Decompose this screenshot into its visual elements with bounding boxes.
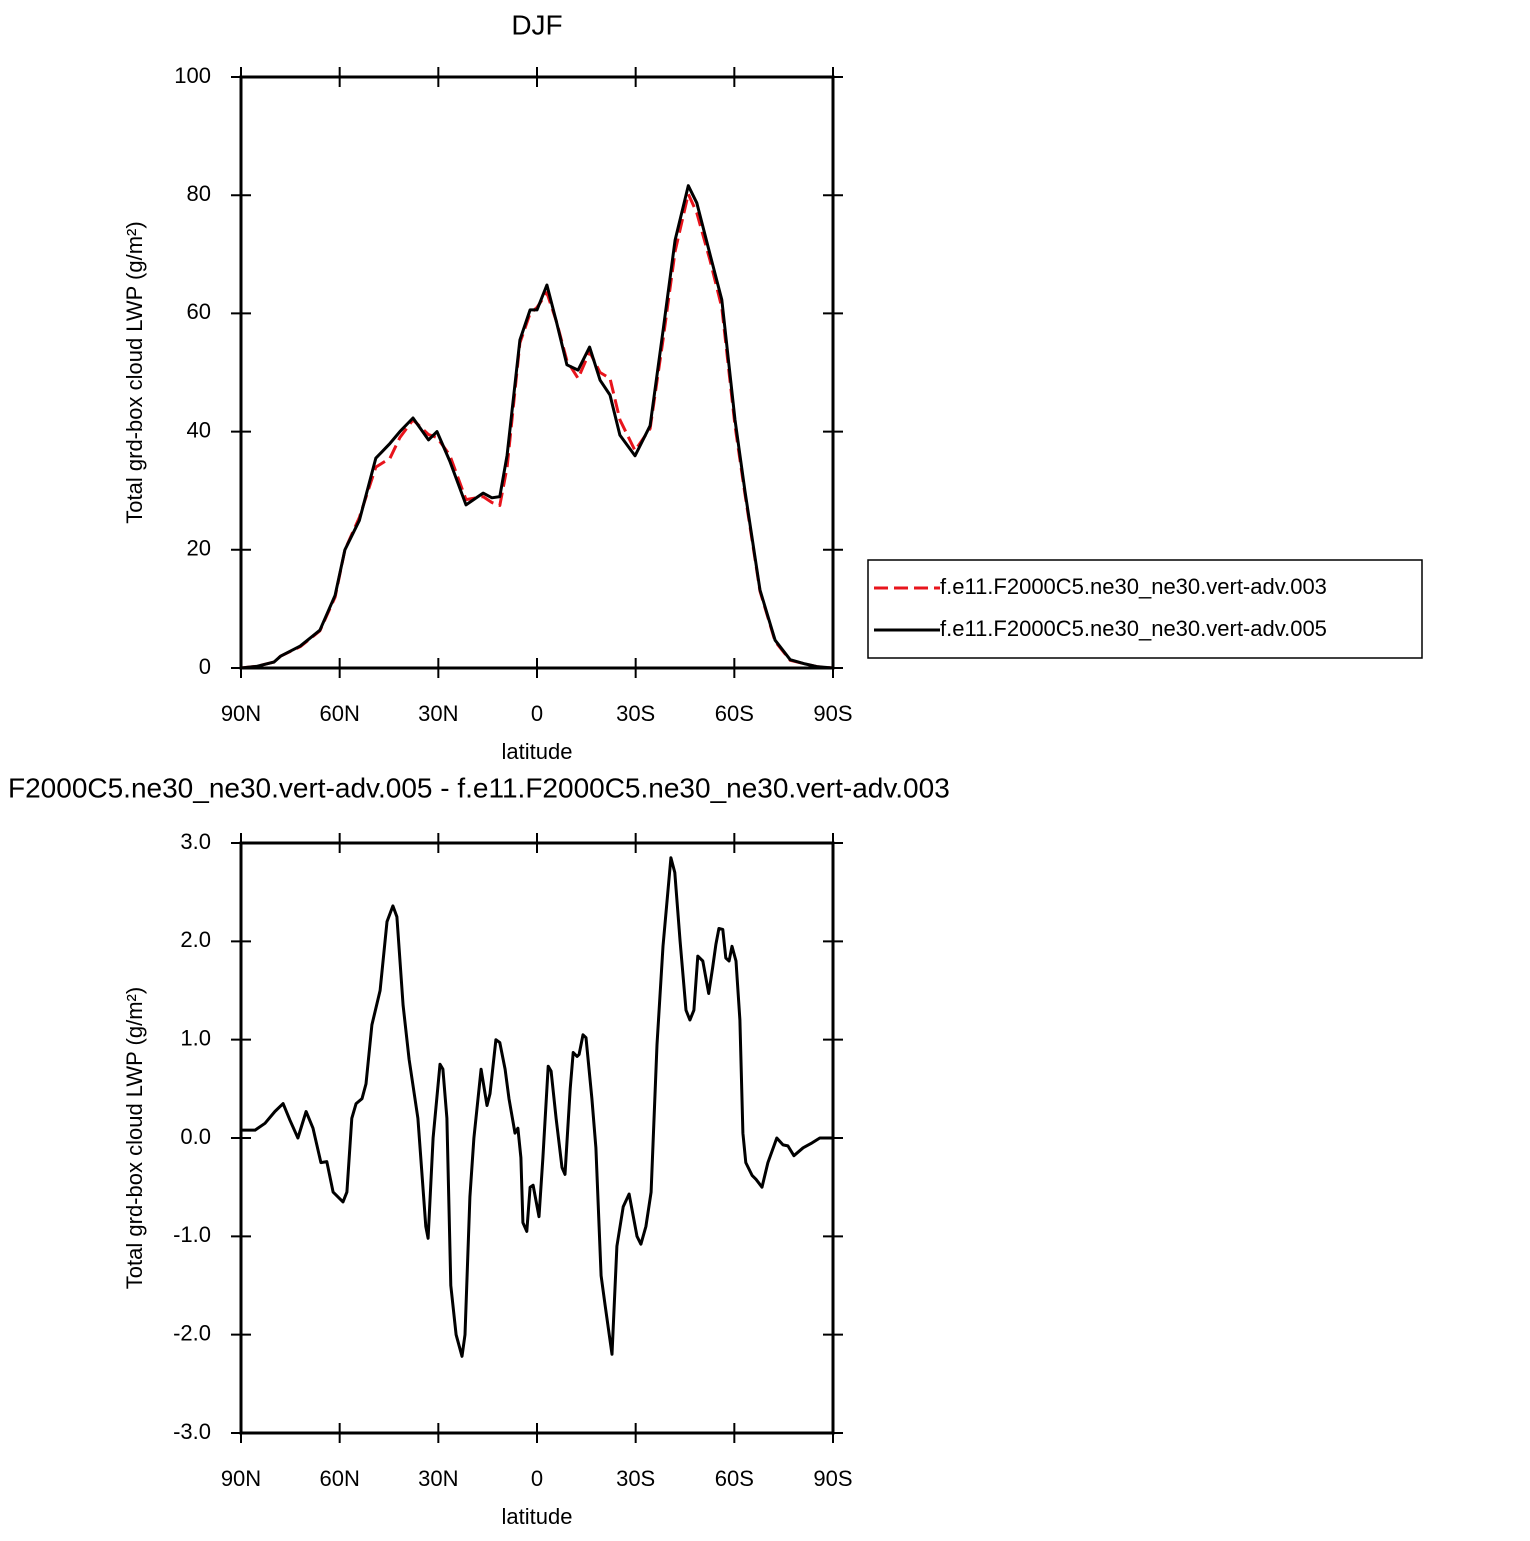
y-tick-label: 3.0 bbox=[180, 829, 211, 854]
x-tick-label: 60N bbox=[319, 1466, 359, 1491]
y-tick-label: 1.0 bbox=[180, 1025, 211, 1050]
y-tick-label: 20 bbox=[187, 536, 211, 561]
legend: f.e11.F2000C5.ne30_ne30.vert-adv.003 f.e1… bbox=[867, 559, 1423, 659]
y-axis-label: Total grd-box cloud LWP (g/m²) bbox=[122, 987, 147, 1289]
y-tick-label: -2.0 bbox=[173, 1320, 211, 1345]
x-tick-label: 90S bbox=[813, 701, 852, 726]
x-tick-label: 60S bbox=[715, 1466, 754, 1491]
x-tick-label: 30N bbox=[418, 1466, 458, 1491]
x-tick-label: 30S bbox=[616, 701, 655, 726]
y-tick-label: 0 bbox=[199, 654, 211, 679]
y-tick-label: 2.0 bbox=[180, 927, 211, 952]
legend-label: f.e11.F2000C5.ne30_ne30.vert-adv.005 bbox=[940, 616, 1327, 641]
data-line bbox=[240, 184, 834, 670]
x-tick-label: 90N bbox=[221, 1466, 261, 1491]
x-tick-label: 90S bbox=[813, 1466, 852, 1491]
y-axis-label: Total grd-box cloud LWP (g/m²) bbox=[122, 221, 147, 523]
y-tick-label: 0.0 bbox=[180, 1124, 211, 1149]
y-tick-label: 100 bbox=[174, 63, 211, 88]
y-tick-label: 40 bbox=[187, 417, 211, 442]
x-axis-label: latitude bbox=[502, 739, 573, 764]
y-tick-label: -1.0 bbox=[173, 1222, 211, 1247]
y-tick-label: 80 bbox=[187, 181, 211, 206]
x-tick-label: 30S bbox=[616, 1466, 655, 1491]
chart-title: F2000C5.ne30_ne30.vert-adv.005 - f.e11.F… bbox=[8, 772, 950, 803]
legend-box bbox=[867, 559, 1423, 659]
y-tick-label: 60 bbox=[187, 299, 211, 324]
chart-title: DJF bbox=[511, 9, 562, 40]
x-axis-label: latitude bbox=[502, 1504, 573, 1529]
y-tick-label: -3.0 bbox=[173, 1419, 211, 1444]
plot-frame bbox=[239, 841, 835, 1435]
x-tick-label: 60N bbox=[319, 701, 359, 726]
plot-frame bbox=[239, 75, 835, 670]
x-tick-label: 0 bbox=[531, 1466, 543, 1491]
x-tick-label: 90N bbox=[221, 701, 261, 726]
x-tick-label: 60S bbox=[715, 701, 754, 726]
x-tick-label: 0 bbox=[531, 701, 543, 726]
data-line bbox=[240, 192, 834, 670]
legend-label: f.e11.F2000C5.ne30_ne30.vert-adv.003 bbox=[940, 574, 1327, 599]
data-line bbox=[241, 856, 833, 1358]
x-tick-label: 30N bbox=[418, 701, 458, 726]
